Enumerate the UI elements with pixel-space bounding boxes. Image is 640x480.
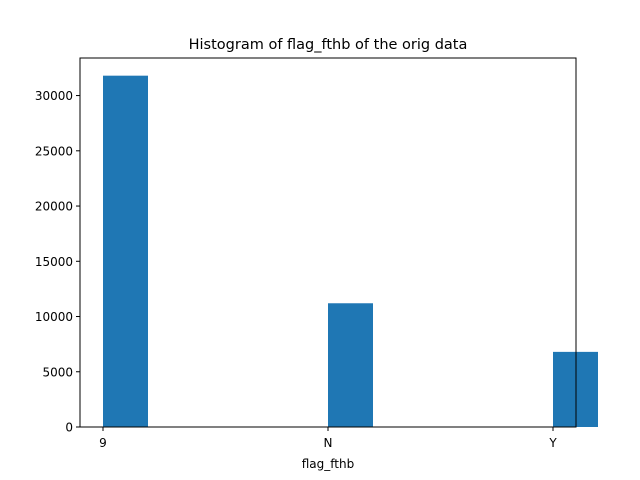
bars-group	[103, 75, 598, 428]
y-tick-label: 15000	[35, 255, 73, 269]
y-axis: 0 5000 10000 15000 20000 25000 30000	[35, 89, 80, 435]
bar-9	[103, 75, 148, 428]
y-tick-label: 25000	[35, 144, 73, 158]
x-tick-label: 9	[99, 436, 107, 450]
bar-N	[328, 303, 373, 427]
y-tick-label: 0	[65, 421, 73, 435]
x-tick-label: Y	[548, 436, 557, 450]
chart-title: Histogram of flag_fthb of the orig data	[189, 37, 468, 53]
plot-area: 0 5000 10000 15000 20000 25000 30000 9 N Y	[35, 57, 598, 450]
x-axis-label: flag_fthb	[302, 457, 354, 471]
y-tick-label: 20000	[35, 200, 73, 214]
y-tick-label: 30000	[35, 89, 73, 103]
y-tick-label: 10000	[35, 310, 73, 324]
x-tick-label: N	[324, 436, 333, 450]
y-tick-label: 5000	[42, 365, 73, 379]
x-axis: 9 N Y	[99, 427, 557, 450]
